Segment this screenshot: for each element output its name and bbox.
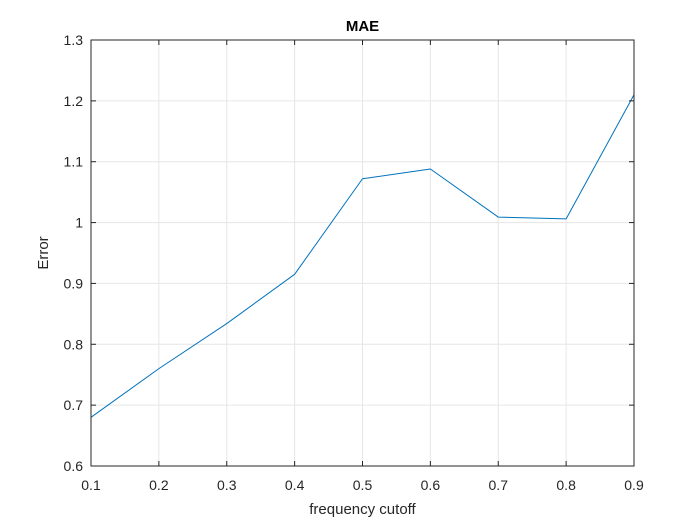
y-tick-label: 1.3 [64,32,84,48]
tick-marks [90,39,635,467]
x-axis-label: frequency cutoff [309,501,416,518]
x-tick-label: 0.7 [489,477,509,493]
x-tick-label: 0.5 [353,477,373,493]
y-tick-label: 0.7 [64,397,84,413]
x-tick-label: 0.9 [624,477,644,493]
chart-title: MAE [346,18,379,35]
y-tick-labels: 0.6 0.7 0.8 0.9 1 1.1 1.2 1.3 [64,32,84,474]
x-tick-label: 0.8 [556,477,576,493]
x-tick-label: 0.4 [285,477,305,493]
y-tick-label: 1.2 [64,93,84,109]
series-layer [90,94,635,418]
x-tick-label: 0.1 [81,477,101,493]
y-tick-label: 1 [75,215,83,231]
y-tick-label: 1.1 [64,154,84,170]
y-tick-label: 0.9 [64,275,84,291]
x-tick-label: 0.6 [421,477,441,493]
series-line [90,94,635,418]
x-tick-label: 0.2 [149,477,169,493]
y-tick-label: 0.8 [64,336,84,352]
y-tick-label: 0.6 [64,458,84,474]
y-axis-label: Error [35,236,52,269]
x-tick-label: 0.3 [217,477,237,493]
x-tick-labels: 0.1 0.2 0.3 0.4 0.5 0.6 0.7 0.8 0.9 [81,477,644,493]
